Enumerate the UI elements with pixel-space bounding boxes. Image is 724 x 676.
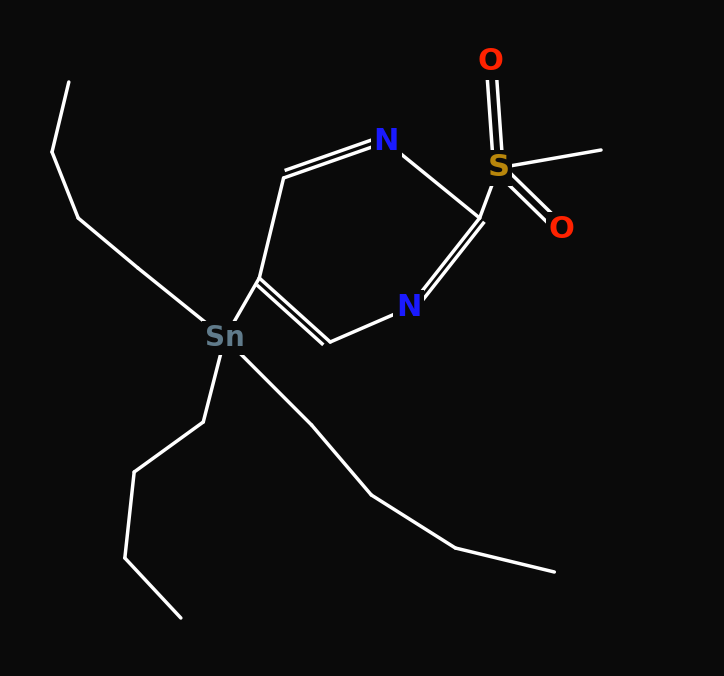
- Text: O: O: [478, 47, 504, 76]
- Text: N: N: [374, 128, 399, 157]
- Text: O: O: [549, 216, 575, 245]
- Text: N: N: [396, 293, 421, 322]
- Text: Sn: Sn: [205, 324, 245, 352]
- Text: S: S: [487, 153, 509, 183]
